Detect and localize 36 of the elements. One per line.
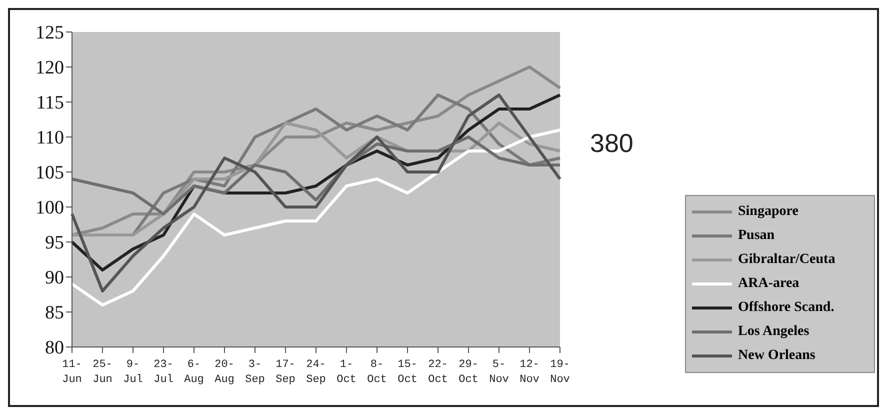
y-tick-label: 100 (36, 198, 64, 219)
y-tick-label: 110 (36, 128, 64, 149)
line-series (70, 128, 562, 306)
x-tick-label: 17- Sep (276, 359, 296, 386)
y-tick-label: 105 (36, 162, 64, 184)
x-tick-label: 6- Aug (184, 359, 204, 386)
legend-label: Pusan (738, 228, 775, 244)
legend-label: Singapore (738, 204, 798, 220)
legend-label: Los Angeles (738, 324, 810, 340)
y-tick-label: 95 (45, 232, 64, 254)
y-tick-label: 125 (36, 22, 64, 44)
x-tick-label: 3- Sep (245, 359, 265, 386)
y-tick-label: 120 (36, 58, 64, 79)
x-tick-label: 1- Oct (336, 359, 356, 386)
x-tick-label: 8- Oct (367, 359, 387, 386)
legend-label: New Orleans (738, 348, 816, 364)
x-tick-label: 9- Jul (123, 359, 143, 386)
x-tick-label: 19- Nov (550, 359, 570, 386)
x-tick-label: 25- Jun (92, 359, 112, 386)
x-tick-label: 24- Sep (306, 359, 326, 386)
x-tick-label: 29- Oct (458, 359, 478, 386)
x-tick-label: 5- Nov (489, 359, 510, 386)
x-tick-label: 11- Jun (62, 359, 82, 386)
legend-label: ARA-area (738, 276, 800, 292)
legend-label: Gibraltar/Ceuta (738, 252, 836, 268)
y-tick-label: 80 (45, 338, 64, 359)
x-tick-label: 15- Oct (398, 359, 418, 386)
text: 380 (590, 128, 634, 159)
x-tick-label: 23- Jul (154, 359, 174, 386)
legend-label: Offshore Scand. (738, 300, 834, 316)
x-tick-label: 12- Nov (520, 359, 540, 386)
y-tick-label: 115 (36, 92, 64, 114)
x-tick-label: 20- Aug (214, 359, 234, 386)
x-tick-label: 22- Oct (428, 359, 448, 386)
y-tick-label: 85 (45, 302, 64, 324)
y-tick-label: 90 (45, 268, 64, 289)
